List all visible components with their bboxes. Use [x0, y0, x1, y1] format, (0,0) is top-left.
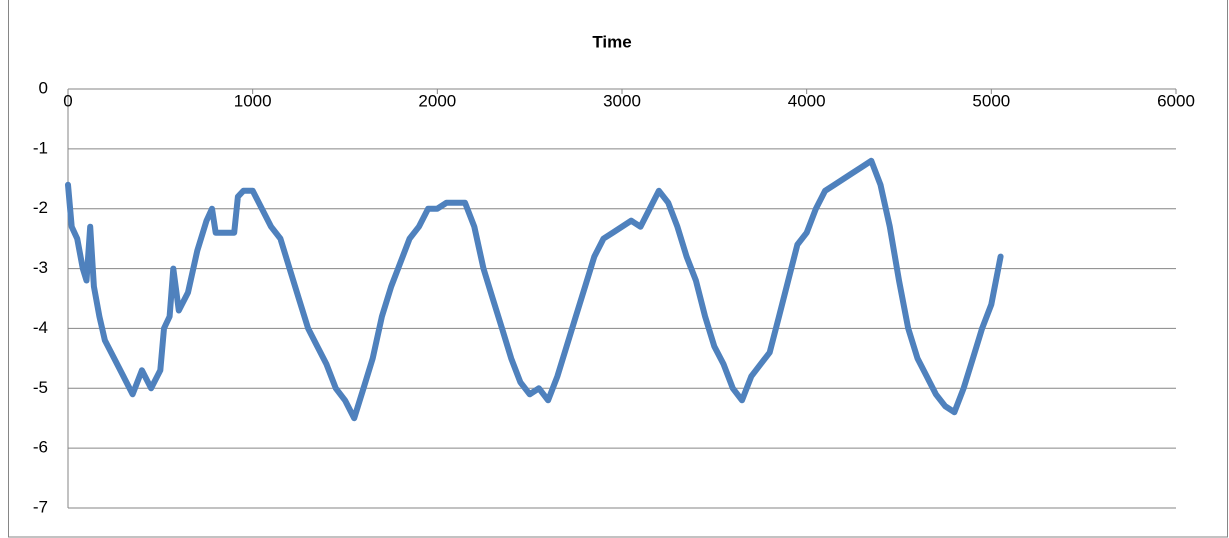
data-line	[65, 157, 1004, 422]
x-tick-label: 6000	[1157, 91, 1195, 110]
x-tick-label: 1000	[234, 91, 272, 110]
y-tick-label: -2	[33, 198, 48, 217]
x-tick-label: 5000	[972, 91, 1010, 110]
y-tick-label: 0	[39, 78, 48, 97]
y-tick-label: -4	[33, 318, 48, 337]
chart-title: Time	[592, 32, 631, 51]
y-tick-label: -6	[33, 438, 48, 457]
x-tick-label: 3000	[603, 91, 641, 110]
x-tick-label: 2000	[418, 91, 456, 110]
y-tick-label: -7	[33, 497, 48, 516]
y-tick-label: -5	[33, 378, 48, 397]
y-tick-label: -3	[33, 258, 48, 277]
y-tick-label: -1	[33, 138, 48, 157]
x-tick-label: 4000	[788, 91, 826, 110]
x-tick-label: 0	[63, 91, 72, 110]
